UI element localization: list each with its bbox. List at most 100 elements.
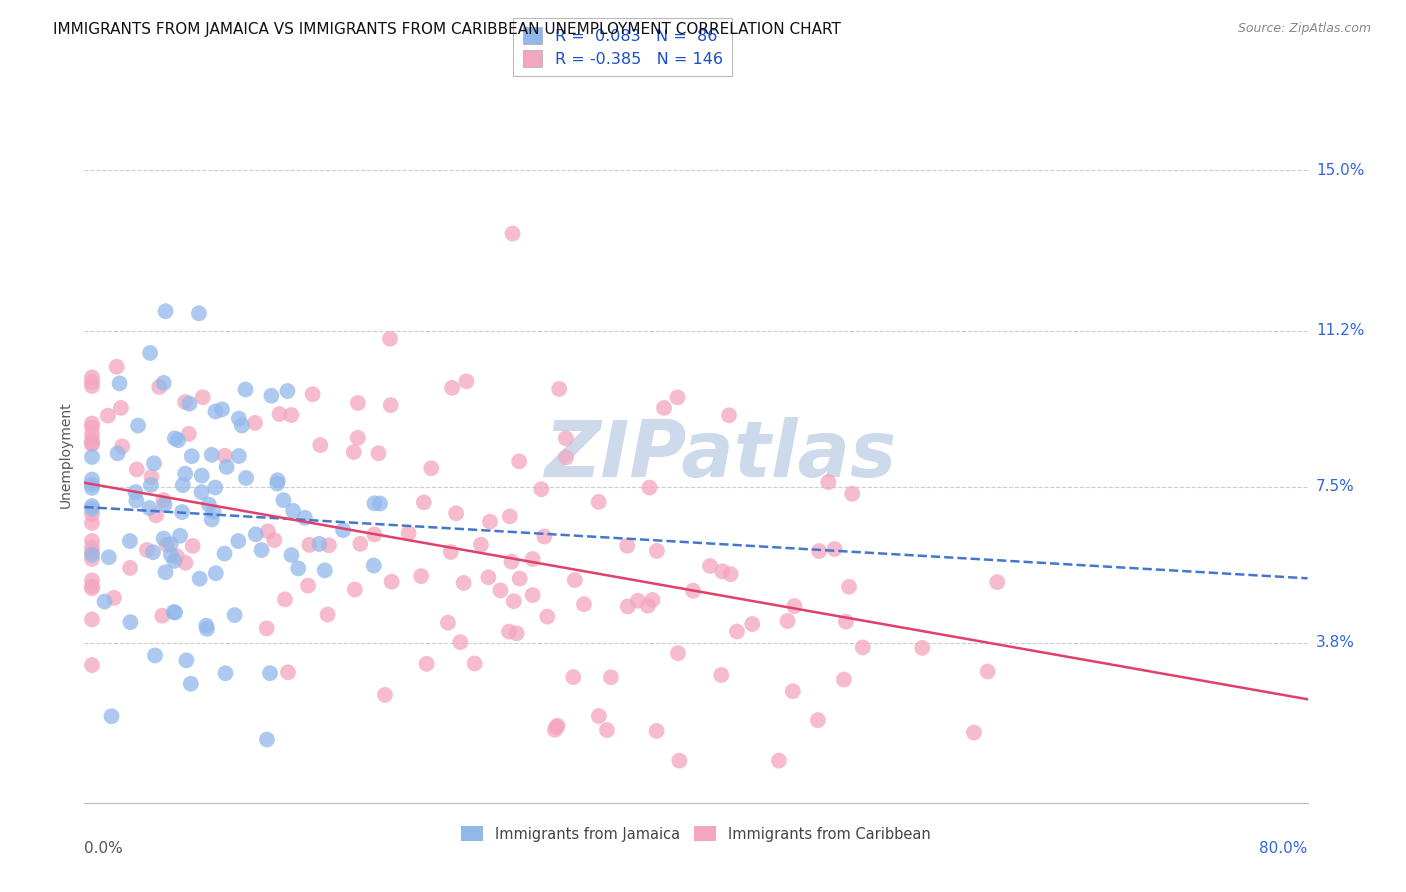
Point xyxy=(509,572,531,586)
Point xyxy=(548,382,571,396)
Point xyxy=(412,495,434,509)
Point xyxy=(177,426,200,441)
Point xyxy=(555,450,578,465)
Point xyxy=(378,332,401,346)
Point xyxy=(477,570,499,584)
Point xyxy=(298,538,321,552)
Point xyxy=(267,473,290,487)
Text: 80.0%: 80.0% xyxy=(1260,841,1308,856)
Point xyxy=(668,754,690,768)
Point xyxy=(80,499,103,513)
Point xyxy=(294,510,316,524)
Point xyxy=(841,487,863,501)
Point xyxy=(456,374,478,388)
Point xyxy=(645,723,668,738)
Point xyxy=(97,409,120,423)
Point xyxy=(80,501,103,516)
Point xyxy=(80,534,103,549)
Point xyxy=(478,515,501,529)
Point xyxy=(204,566,226,581)
Point xyxy=(80,612,103,626)
Point xyxy=(152,493,174,508)
Point xyxy=(163,605,186,619)
Point xyxy=(963,725,986,739)
Point xyxy=(508,454,530,468)
Point xyxy=(343,445,366,459)
Point xyxy=(533,530,555,544)
Point xyxy=(201,512,224,526)
Point xyxy=(231,418,253,433)
Point xyxy=(228,449,250,463)
Point xyxy=(188,306,211,320)
Point xyxy=(191,390,214,404)
Point xyxy=(80,427,103,442)
Point xyxy=(440,545,463,559)
Text: IMMIGRANTS FROM JAMAICA VS IMMIGRANTS FROM CARIBBEAN UNEMPLOYMENT CORRELATION CH: IMMIGRANTS FROM JAMAICA VS IMMIGRANTS FR… xyxy=(53,22,841,37)
Point xyxy=(143,648,166,663)
Point xyxy=(297,579,319,593)
Point xyxy=(224,608,246,623)
Point xyxy=(374,688,396,702)
Point xyxy=(155,566,177,580)
Point xyxy=(260,389,283,403)
Point xyxy=(768,754,790,768)
Point xyxy=(273,493,295,508)
Point xyxy=(368,497,391,511)
Point xyxy=(588,495,610,509)
Point xyxy=(498,624,520,639)
Point xyxy=(470,538,492,552)
Point xyxy=(107,446,129,460)
Point xyxy=(181,539,204,553)
Point xyxy=(276,384,298,398)
Point xyxy=(235,383,257,397)
Point xyxy=(201,448,224,462)
Point xyxy=(124,485,146,500)
Point xyxy=(148,380,170,394)
Point xyxy=(415,657,437,671)
Point xyxy=(489,583,512,598)
Point xyxy=(120,561,142,575)
Point xyxy=(195,618,218,632)
Point xyxy=(499,509,522,524)
Point xyxy=(367,446,389,460)
Point xyxy=(145,508,167,523)
Point xyxy=(266,476,288,491)
Point xyxy=(150,608,173,623)
Point xyxy=(153,498,176,512)
Point xyxy=(108,376,131,391)
Point xyxy=(228,411,250,425)
Point xyxy=(301,387,323,401)
Point xyxy=(616,539,638,553)
Point xyxy=(139,478,162,492)
Point xyxy=(645,544,668,558)
Point xyxy=(80,420,103,434)
Point xyxy=(163,554,186,568)
Point xyxy=(588,709,610,723)
Point xyxy=(215,459,238,474)
Point xyxy=(832,673,855,687)
Point xyxy=(141,470,163,484)
Point xyxy=(204,481,226,495)
Point xyxy=(776,614,799,628)
Point xyxy=(347,396,370,410)
Point xyxy=(80,437,103,451)
Point xyxy=(530,482,553,496)
Point xyxy=(174,556,197,570)
Point xyxy=(125,493,148,508)
Point xyxy=(80,581,103,595)
Point xyxy=(80,375,103,389)
Point xyxy=(536,609,558,624)
Point xyxy=(80,436,103,450)
Point xyxy=(522,552,544,566)
Point xyxy=(807,713,830,727)
Point xyxy=(280,408,302,422)
Point xyxy=(380,398,402,412)
Point xyxy=(824,542,846,557)
Point xyxy=(346,431,368,445)
Point xyxy=(235,471,257,485)
Point xyxy=(464,657,486,671)
Point xyxy=(111,439,134,453)
Point xyxy=(97,550,120,565)
Point xyxy=(718,409,741,423)
Point xyxy=(80,417,103,431)
